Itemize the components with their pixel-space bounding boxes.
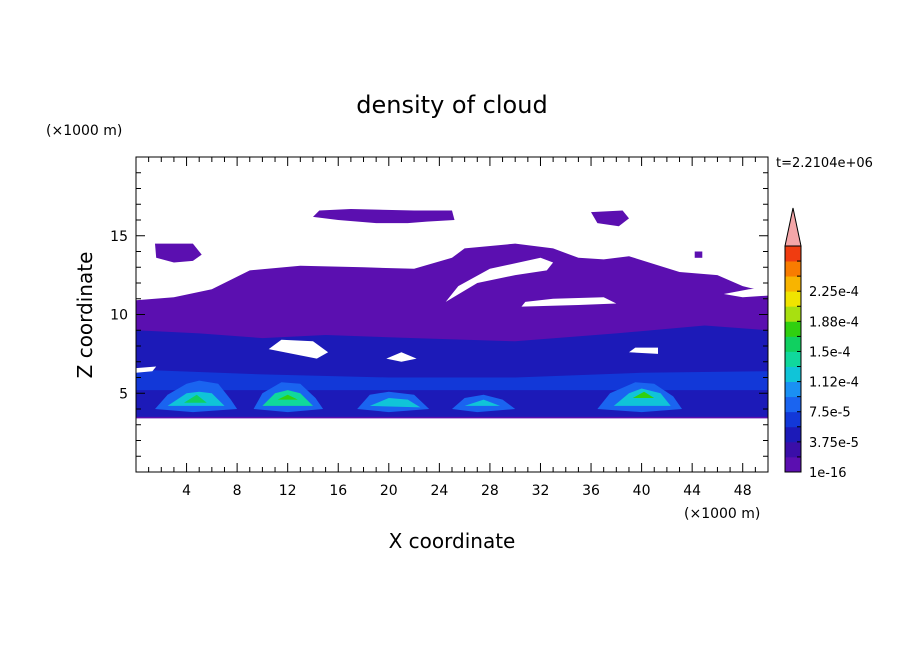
contour-region bbox=[313, 209, 455, 224]
x-tick-label: 4 bbox=[182, 483, 191, 499]
contour-region bbox=[369, 398, 421, 408]
cloud-free-gap bbox=[723, 287, 768, 298]
contour-region bbox=[632, 391, 655, 398]
colorbar-label: 1.88e-4 bbox=[809, 315, 859, 330]
contour-field bbox=[136, 209, 768, 419]
y-tick-label: 15 bbox=[110, 229, 128, 245]
y-axis-ticks: 5 10 15 bbox=[110, 172, 768, 457]
x-tick-label: 28 bbox=[481, 483, 499, 499]
colorbar-level bbox=[785, 396, 801, 413]
cloud-free-gap bbox=[445, 257, 554, 302]
x-tick-label: 8 bbox=[233, 483, 242, 499]
cloud-free-gap bbox=[521, 297, 617, 307]
cloud-free-gap bbox=[268, 339, 329, 359]
colorbar-level bbox=[785, 351, 801, 367]
x-tick-label: 32 bbox=[532, 483, 550, 499]
x-tick-label: 48 bbox=[734, 483, 752, 499]
x-axis-unit: (×1000 m) bbox=[684, 506, 760, 522]
y-axis-label: Z coordinate bbox=[73, 252, 97, 379]
colorbar: 1e-16 3.75e-5 7.5e-5 1.12e-4 1.5e-4 1.88e-4 2.… bbox=[784, 207, 859, 481]
y-tick-label: 5 bbox=[119, 386, 128, 402]
colorbar-level bbox=[785, 366, 801, 382]
colorbar-level bbox=[785, 441, 801, 458]
colorbar-level bbox=[785, 246, 801, 262]
contour-region bbox=[464, 399, 500, 406]
y-tick-label: 10 bbox=[110, 308, 128, 324]
colorbar-label: 7.5e-5 bbox=[809, 406, 851, 421]
x-tick-label: 44 bbox=[683, 483, 701, 499]
cloud-free-gap bbox=[629, 347, 658, 354]
colorbar-extend-arrow bbox=[784, 207, 802, 247]
colorbar-label: 1e-16 bbox=[809, 466, 847, 481]
contour-region bbox=[184, 394, 207, 403]
x-tick-label: 20 bbox=[380, 483, 398, 499]
time-label: t=2.2104e+06 bbox=[776, 156, 873, 171]
colorbar-level bbox=[785, 306, 801, 322]
cloud-free-gap bbox=[136, 366, 157, 373]
x-tick-label: 40 bbox=[633, 483, 651, 499]
colorbar-level bbox=[785, 456, 801, 473]
y-axis-unit: (×1000 m) bbox=[46, 123, 122, 139]
contour-region bbox=[694, 251, 703, 258]
x-tick-label: 36 bbox=[582, 483, 600, 499]
colorbar-label: 1.5e-4 bbox=[809, 346, 851, 361]
colorbar-label: 3.75e-5 bbox=[809, 436, 859, 451]
contour-region bbox=[277, 394, 298, 400]
x-tick-label: 16 bbox=[329, 483, 347, 499]
colorbar-label: 1.12e-4 bbox=[809, 376, 859, 391]
colorbar-level bbox=[785, 426, 801, 443]
colorbar-level bbox=[785, 261, 801, 277]
cloud-free-gap bbox=[386, 352, 417, 362]
x-tick-label: 12 bbox=[279, 483, 297, 499]
colorbar-level bbox=[785, 291, 801, 307]
colorbar-level bbox=[785, 411, 801, 428]
colorbar-level bbox=[785, 381, 801, 398]
colorbar-level bbox=[785, 321, 801, 337]
colorbar-label: 2.25e-4 bbox=[809, 285, 859, 300]
x-tick-label: 24 bbox=[430, 483, 448, 499]
contour-region bbox=[155, 243, 202, 263]
colorbar-level bbox=[785, 336, 801, 352]
contour-region bbox=[591, 210, 629, 227]
x-axis-ticks: 4 8 12 16 20 24 28 32 36 40 44 48 bbox=[148, 157, 756, 499]
colorbar-level bbox=[785, 276, 801, 292]
x-axis-label: X coordinate bbox=[389, 529, 516, 553]
chart-title: density of cloud bbox=[356, 91, 547, 119]
